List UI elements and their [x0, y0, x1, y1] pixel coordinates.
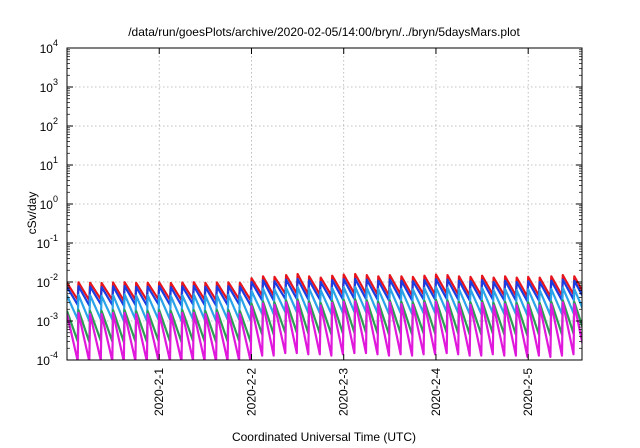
series-line-5 [67, 300, 582, 360]
y-tick-exponent: -1 [50, 233, 58, 243]
y-tick-exponent: 1 [53, 155, 58, 165]
y-tick-label: 10-1 [37, 233, 58, 251]
y-tick-label: 103 [40, 77, 58, 95]
y-tick-label: 100 [40, 194, 58, 212]
y-tick-label: 10-2 [37, 272, 58, 290]
y-tick-exponent: 2 [53, 116, 58, 126]
y-tick-exponent: 4 [53, 38, 58, 48]
x-axis: 2020-2-1 2020-2-2 2020-2-3 2020-2-4 2020-2-5 [152, 48, 535, 416]
x-tick-label: 2020-2-3 [337, 368, 351, 416]
x-tick-label: 2020-2-1 [152, 368, 166, 416]
x-tick-label: 2020-2-5 [521, 368, 535, 416]
y-tick-label: 101 [40, 155, 58, 173]
y-tick-base: 10 [40, 198, 54, 212]
x-tick-label: 2020-2-4 [429, 368, 443, 416]
y-tick-label: 10-4 [37, 350, 58, 368]
y-tick-base: 10 [40, 81, 54, 95]
y-tick-base: 10 [40, 159, 54, 173]
y-tick-exponent: -4 [50, 350, 58, 360]
y-tick-base: 10 [37, 354, 51, 368]
y-tick-exponent: 0 [53, 194, 58, 204]
y-tick-exponent: -3 [50, 311, 58, 321]
series-group [67, 272, 582, 360]
y-tick-exponent: -2 [50, 272, 58, 282]
y-tick-base: 10 [37, 237, 51, 251]
chart-title: /data/run/goesPlots/archive/2020-02-05/1… [128, 25, 520, 39]
x-tick-label: 2020-2-2 [244, 368, 258, 416]
x-axis-label: Coordinated Universal Time (UTC) [232, 430, 416, 444]
y-axis-label: cSv/day [25, 192, 39, 235]
y-tick-label: 10-3 [37, 311, 58, 329]
y-tick-label: 104 [40, 38, 58, 56]
y-tick-base: 10 [40, 42, 54, 56]
y-tick-base: 10 [40, 120, 54, 134]
y-tick-label: 102 [40, 116, 58, 134]
y-tick-base: 10 [37, 315, 51, 329]
y-tick-exponent: 3 [53, 77, 58, 87]
y-tick-base: 10 [37, 276, 51, 290]
